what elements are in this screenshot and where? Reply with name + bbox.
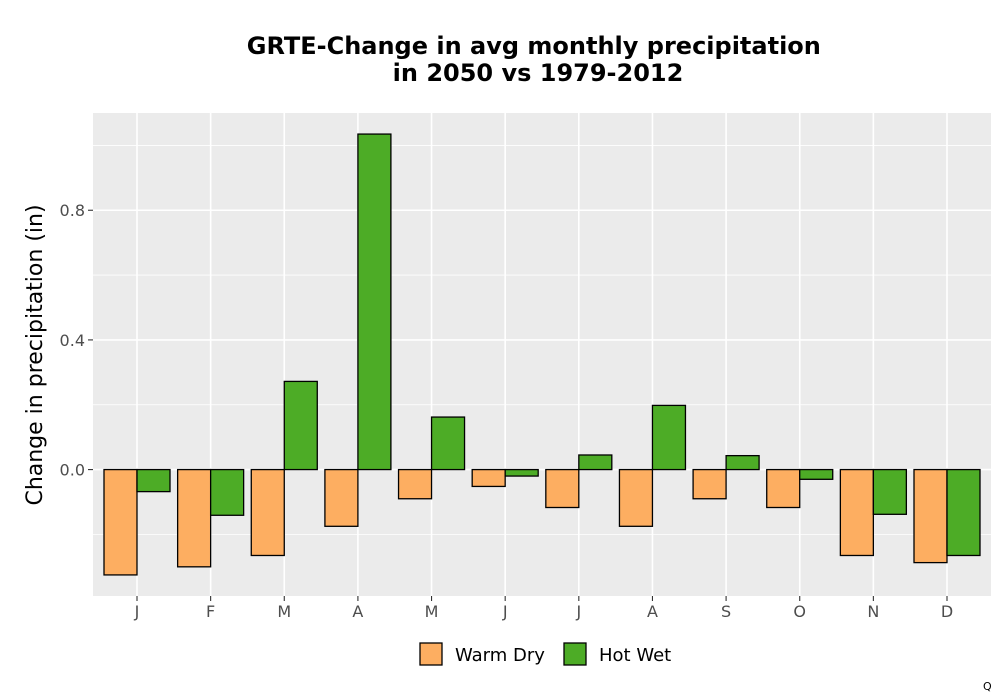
bar-warm-dry bbox=[545, 468, 580, 509]
chart-title: GRTE-Change in avg monthly precipitation… bbox=[247, 32, 829, 87]
bar-hot-wet bbox=[136, 468, 171, 493]
legend-label: Hot Wet bbox=[599, 645, 671, 666]
x-tick-label: J bbox=[134, 602, 140, 621]
bar-hot-wet bbox=[946, 468, 981, 557]
bar-warm-dry bbox=[324, 468, 359, 527]
bar-warm-dry bbox=[176, 468, 212, 568]
y-axis: 0.0 0.4 0.8 bbox=[60, 201, 93, 480]
bar-hot-wet bbox=[283, 380, 318, 471]
bar-warm-dry bbox=[397, 468, 433, 500]
x-tick-label: D bbox=[941, 602, 953, 621]
bar-warm-dry bbox=[766, 468, 801, 509]
bar-hot-wet bbox=[209, 468, 245, 516]
bar-warm-dry bbox=[913, 468, 948, 564]
x-tick-label: S bbox=[721, 602, 731, 621]
bar-warm-dry bbox=[103, 468, 138, 576]
y-axis-title: Change in precipitation (in) bbox=[23, 204, 48, 505]
bar-warm-dry bbox=[471, 468, 506, 488]
bar-hot-wet bbox=[799, 468, 834, 480]
chart-title-line-2: in 2050 vs 1979-2012 bbox=[393, 59, 684, 87]
x-tick-label: M bbox=[425, 602, 439, 621]
x-tick-label: J bbox=[502, 602, 508, 621]
x-tick-label: M bbox=[277, 602, 291, 621]
legend-swatch bbox=[563, 642, 587, 666]
y-tick-label: 0.0 bbox=[60, 461, 85, 480]
chart-title-line-1: GRTE-Change in avg monthly precipitation bbox=[247, 32, 821, 60]
x-tick-label: A bbox=[352, 602, 363, 621]
bar-hot-wet bbox=[504, 468, 539, 477]
bar-hot-wet bbox=[651, 404, 687, 471]
bar-hot-wet bbox=[872, 468, 908, 515]
bar-warm-dry bbox=[692, 468, 727, 500]
x-tick-label: O bbox=[793, 602, 806, 621]
y-tick-label: 0.8 bbox=[60, 201, 85, 220]
bar-warm-dry bbox=[839, 468, 875, 557]
bar-hot-wet bbox=[725, 454, 760, 471]
bars bbox=[103, 133, 981, 576]
x-tick-label: F bbox=[206, 602, 215, 621]
legend: Warm Dry Hot Wet bbox=[419, 642, 671, 666]
y-tick-label: 0.4 bbox=[60, 331, 85, 350]
bar-warm-dry bbox=[618, 468, 654, 527]
x-tick-label: J bbox=[575, 602, 581, 621]
bar-hot-wet bbox=[357, 133, 392, 471]
legend-swatch bbox=[419, 642, 443, 666]
legend-label: Warm Dry bbox=[455, 645, 545, 666]
x-tick-label: A bbox=[647, 602, 658, 621]
corner-mark: Q bbox=[983, 680, 992, 693]
bar-hot-wet bbox=[578, 454, 613, 471]
x-tick-label: N bbox=[867, 602, 879, 621]
bar-hot-wet bbox=[430, 416, 466, 471]
bar-warm-dry bbox=[250, 468, 285, 557]
